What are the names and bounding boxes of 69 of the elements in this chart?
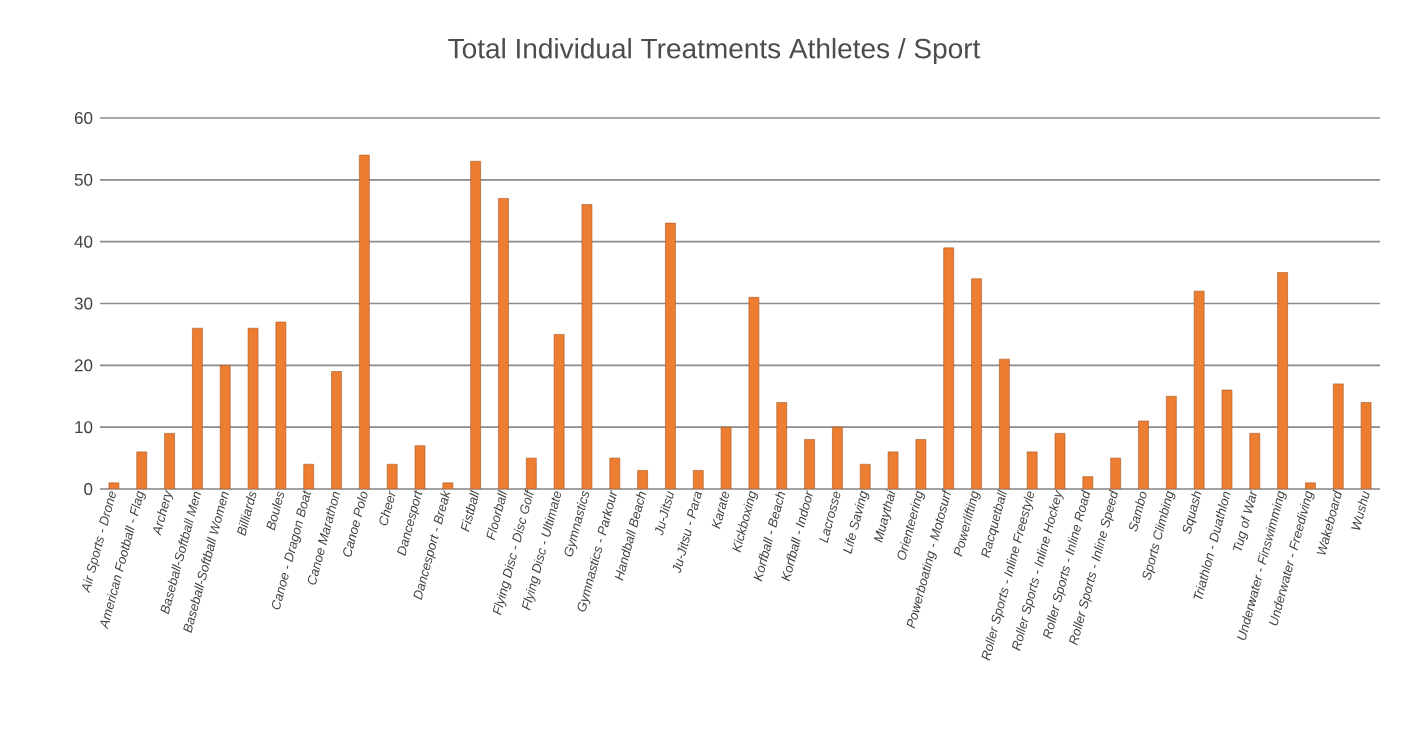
- y-tick-label: 60: [74, 111, 93, 125]
- bar: [720, 426, 732, 489]
- bar: [1277, 272, 1288, 489]
- bar: [442, 482, 454, 489]
- bar: [303, 463, 314, 489]
- bar: [1110, 457, 1121, 489]
- x-tick-label: Wushu: [1351, 491, 1370, 530]
- bar: [359, 154, 370, 489]
- x-tick-label: Tug of War: [1232, 489, 1257, 551]
- x-tick-label: Billiards: [237, 491, 257, 537]
- bar: [108, 482, 120, 489]
- bar: [665, 222, 676, 489]
- bar: [832, 426, 843, 489]
- bar: [859, 463, 871, 489]
- bar: [1221, 389, 1233, 489]
- y-tick-label: 10: [75, 421, 93, 434]
- bar: [804, 439, 815, 489]
- bar: [192, 327, 203, 489]
- bar: [1054, 433, 1066, 489]
- bar: [414, 445, 426, 489]
- x-tick-label: Squash: [1182, 491, 1202, 534]
- bar: [609, 457, 621, 489]
- bar: [553, 334, 565, 489]
- bar: [776, 402, 788, 489]
- x-tick-label: Boules: [266, 491, 285, 531]
- x-tick-label: Fistball: [460, 489, 480, 532]
- bar: [275, 321, 287, 489]
- bar: [887, 451, 899, 489]
- bar: [470, 160, 481, 489]
- bar: [386, 463, 398, 489]
- bar: [1193, 290, 1205, 489]
- chart-title: Total Individual Treatments Athletes / Sport: [448, 37, 981, 65]
- bar: [692, 470, 704, 489]
- x-tick-label: Life Saving: [843, 490, 870, 554]
- bar: [498, 198, 509, 489]
- y-tick-label: 20: [74, 359, 93, 372]
- bar: [1026, 451, 1038, 489]
- bar: [999, 358, 1010, 489]
- bar: [971, 278, 982, 489]
- bar: [581, 204, 593, 489]
- y-tick-label: 0: [84, 482, 93, 496]
- x-tick-label: Canoe Polo: [343, 491, 368, 557]
- x-tick-label: Lacrosse: [819, 491, 841, 543]
- bar: [1166, 395, 1177, 489]
- bar: [136, 451, 148, 489]
- bar: [637, 470, 648, 489]
- bar: [164, 433, 175, 489]
- y-tick-label: 40: [74, 235, 93, 248]
- bar: [1332, 383, 1344, 489]
- bar: [1249, 433, 1261, 489]
- x-tick-label: Muaythai: [873, 489, 896, 543]
- bar: [331, 371, 342, 489]
- x-tick-label: Cheer: [379, 490, 396, 526]
- x-tick-label: Floorball: [486, 489, 507, 541]
- bar: [1138, 420, 1149, 489]
- y-tick-label: 30: [74, 297, 93, 310]
- x-tick-label: Ju-Jitsu: [655, 491, 674, 536]
- bar: [748, 297, 760, 489]
- bar: [915, 439, 927, 489]
- y-tick-label: 50: [74, 173, 93, 186]
- bar: [526, 457, 537, 489]
- x-tick-label: Karate: [711, 491, 729, 530]
- x-tick-label: Sambo: [1129, 491, 1147, 532]
- bar: [219, 365, 231, 489]
- bar: [1360, 402, 1372, 489]
- bar: [943, 247, 954, 489]
- bar: [1082, 476, 1094, 489]
- bar: [1305, 482, 1316, 489]
- bar: [247, 327, 259, 489]
